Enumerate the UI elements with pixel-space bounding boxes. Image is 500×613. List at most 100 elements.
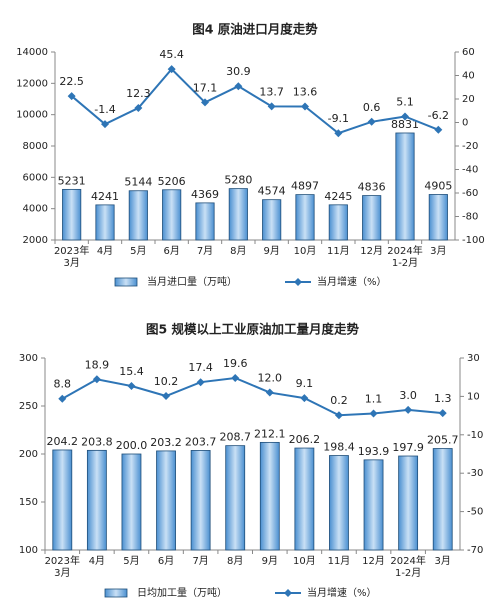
y-tick-label: 200 [19,449,38,460]
y2-tick-label: 40 [462,71,475,82]
line [71,67,439,135]
x-tick-label: 2023年 3月 [45,554,80,579]
chart-title: 图5 规模以上工业原油加工量月度走势 [146,322,360,337]
y2-tick-label: 10 [467,391,480,402]
line-marker [167,65,176,74]
line-marker [58,394,67,403]
bar-value-label: 5144 [124,176,152,189]
bar [428,194,448,241]
bar [398,455,419,551]
bar-value-label: 208.7 [219,431,251,444]
bar [363,459,384,551]
y-tick-label: 250 [19,401,38,412]
x-tick-label: 9月 [262,555,278,567]
line-value-label: 8.8 [54,378,72,391]
y2-tick-label: -10 [467,430,483,441]
bar [432,448,453,551]
bar [62,188,82,241]
x-tick-label: 4月 [97,245,113,257]
x-tick-label: 8月 [227,555,243,567]
line-marker [404,405,413,414]
legend-swatch [114,277,138,287]
line-value-label: 0.2 [330,394,348,407]
line-value-label: 12.3 [126,87,151,100]
y2-tick-label: -30 [467,468,483,479]
legend-label: 日均加工量（万吨） [137,586,227,599]
bar-value-label: 5231 [58,174,86,187]
bar [295,194,315,241]
legend-label: 当月增速（%） [317,275,387,288]
line-value-label: 9.1 [296,377,314,390]
bar-value-label: 206.2 [289,433,321,446]
line-marker [267,102,276,111]
bar-value-label: 4574 [258,185,286,198]
y2-tick-label: 60 [462,47,475,58]
y-tick-label: 6000 [23,172,48,183]
line-marker [301,102,309,111]
y-tick-label: 100 [19,545,38,556]
line-value-label: -1.4 [94,103,115,116]
bar [190,450,211,551]
bar [195,202,215,241]
line-value-label: 1.1 [365,392,383,405]
x-tick-label: 4月 [89,555,105,567]
line-marker [67,92,76,101]
line-marker [438,409,447,418]
bar [162,189,182,241]
y2-tick-label: 30 [467,353,480,364]
x-tick-label: 12月 [360,245,383,257]
y2-tick-label: 20 [462,94,475,105]
y2-tick-label: -70 [467,545,483,556]
line-marker [265,388,274,397]
line-marker [127,382,136,391]
y2-tick-label: -100 [462,235,485,246]
line-value-label: 3.0 [399,389,417,402]
line-marker [162,392,171,401]
bar-value-label: 197.9 [392,441,424,454]
x-tick-label: 2024年 1-2月 [390,554,425,579]
bar-value-label: 4836 [358,181,386,194]
line-value-label: -9.1 [328,112,349,125]
bar-value-label: 5206 [158,175,186,188]
bar-value-label: 203.7 [185,435,217,448]
line-marker [101,120,109,129]
bar-value-label: 193.9 [358,445,390,458]
line-value-label: 0.6 [363,101,381,114]
line-value-label: 22.5 [59,75,84,88]
x-tick-label: 3月 [430,245,446,257]
x-tick-label: 7月 [192,555,208,567]
bar-value-label: 4245 [324,190,352,203]
y-tick-label: 4000 [23,204,48,215]
bar-value-label: 4897 [291,180,319,193]
line [61,376,443,417]
line-value-label: 30.9 [226,65,251,78]
line-value-label: 17.4 [188,361,213,374]
bar [328,204,348,241]
line-value-label: 12.0 [258,372,283,385]
y-tick-label: 12000 [16,78,48,89]
y2-tick-label: -60 [462,188,478,199]
y-tick-label: 150 [19,497,38,508]
bar [121,453,142,551]
legend-swatch [104,588,128,598]
line-value-label: 19.6 [223,357,248,370]
y-tick-label: 2000 [23,235,48,246]
line-value-label: 45.4 [159,48,184,61]
x-tick-label: 2024年 1-2月 [387,244,422,269]
line-marker [231,373,240,382]
legend-marker [284,589,292,597]
line-marker [367,117,376,126]
x-tick-label: 8月 [230,245,246,257]
line-marker [334,411,343,420]
y-tick-label: 8000 [23,141,48,152]
line-marker [401,112,409,121]
y-tick-label: 10000 [16,110,48,121]
line-value-label: 1.3 [434,392,452,405]
bar [156,450,176,551]
line-marker [300,394,309,403]
chart-title: 图4 原油进口月度走势 [192,22,318,37]
bar [294,447,315,551]
line-marker [334,129,343,138]
bar [395,132,415,241]
